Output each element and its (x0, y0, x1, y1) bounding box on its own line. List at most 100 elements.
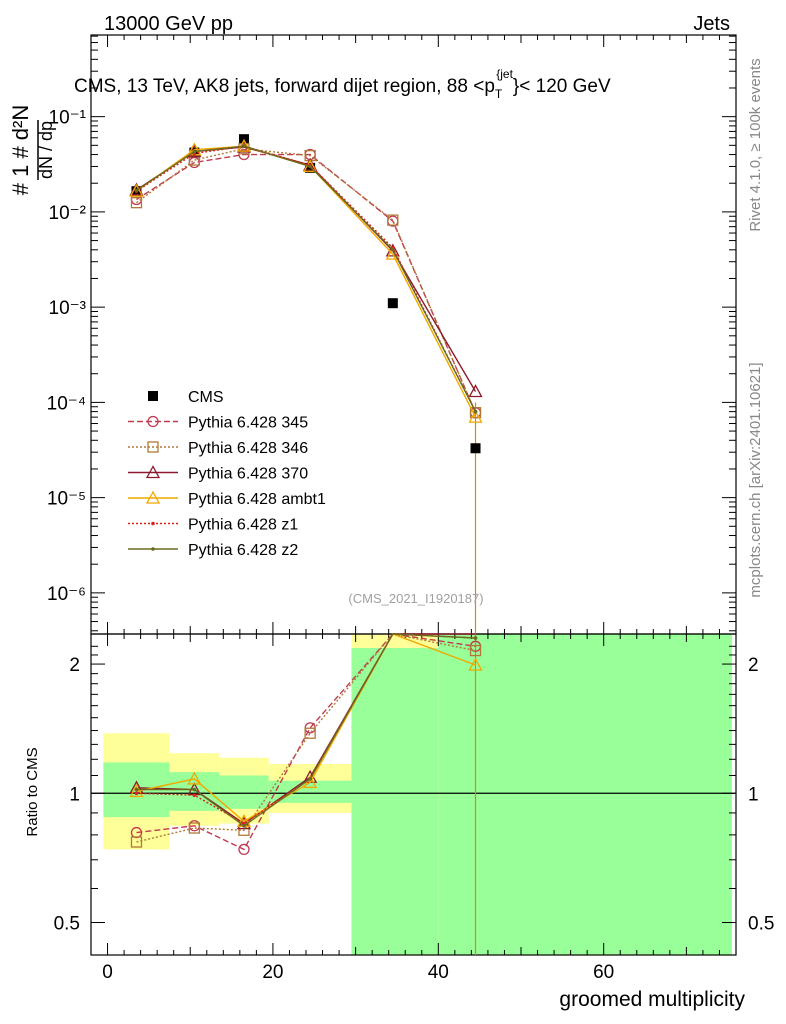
legend-item: CMS (148, 389, 224, 406)
data-point (134, 188, 139, 193)
plot-title: CMS, 13 TeV, AK8 jets, forward dijet reg… (74, 67, 611, 101)
legend-marker (147, 415, 159, 428)
legend-item: Pythia 6.428 345 (128, 415, 308, 432)
data-point (387, 298, 398, 309)
ratio-series-pythia-6-428-346 (130, 633, 482, 848)
ratio-data-point (238, 843, 250, 856)
svg-text:# 1 # d²N: # 1 # d²N (8, 105, 33, 196)
data-point (385, 246, 400, 260)
ratio-y-tick-label: 1 (748, 784, 759, 805)
series-line (136, 145, 477, 412)
data-point (468, 384, 483, 398)
uncertainty-band-green (219, 775, 269, 809)
ratio-y-axis-label: Ratio to CMS (24, 747, 41, 836)
x-tick-label: 40 (428, 962, 449, 983)
series-pythia-6-428-345 (130, 148, 482, 419)
main-ylabel: # 1 # d²N dN / dp (8, 105, 56, 196)
legend: CMS Pythia 6.428 345 Pythia 6.428 346 Pythi… (128, 389, 326, 559)
data-point (242, 144, 246, 148)
legend-label: Pythia 6.428 370 (188, 466, 308, 483)
uncertainty-band-green (351, 647, 439, 955)
ratio-data-point (129, 784, 144, 798)
data-point (470, 443, 481, 454)
ratio-data-point (130, 836, 143, 848)
ratio-series-line (136, 633, 476, 843)
ratio-data-point (473, 636, 478, 640)
ratio-y-tick-label: 0.5 (54, 913, 80, 934)
ratio-series-pythia-6-428-z2 (134, 633, 478, 828)
series-line (136, 146, 477, 392)
legend-label: Pythia 6.428 ambt1 (188, 491, 326, 508)
data-point (473, 409, 478, 414)
ratio-data-point (469, 644, 482, 657)
y-tick-label: 10⁻² (49, 203, 87, 224)
data-point (468, 409, 483, 423)
data-point (129, 183, 144, 197)
ratio-series-line (136, 633, 476, 851)
rivet-version-label: Rivet 4.1.0, ≥ 100k events (747, 58, 764, 231)
x-axis-label: groomed multiplicity (559, 988, 745, 1011)
data-point (238, 148, 250, 161)
series-cms (131, 134, 481, 454)
ratio-data-point (308, 777, 312, 781)
legend-marker (145, 490, 161, 504)
data-point (391, 248, 395, 252)
ratio-data-point (187, 771, 202, 785)
legend-item: Pythia 6.428 370 (128, 465, 308, 483)
legend-marker (151, 547, 155, 551)
uncertainty-band-green (438, 634, 732, 955)
legend-label: Pythia 6.428 z1 (188, 517, 298, 534)
legend-item: Pythia 6.428 ambt1 (128, 490, 326, 508)
series-pythia-6-428-z2 (134, 144, 478, 414)
y-tick-label: 10⁻⁴ (47, 393, 86, 414)
y-tick-label: 10⁻¹ (49, 108, 87, 129)
ratio-data-point (468, 657, 483, 671)
ratio-data-point (134, 791, 139, 796)
ratio-data-point (242, 823, 246, 828)
data-point (308, 164, 312, 169)
y-tick-label: 10⁻⁶ (47, 584, 86, 605)
ratio-y-tick-label: 2 (69, 655, 80, 676)
series-line (136, 145, 477, 418)
data-point (236, 138, 252, 152)
legend-label: Pythia 6.428 z2 (188, 542, 298, 559)
legend-marker (151, 521, 155, 526)
ratio-y-tick-label: 0.5 (748, 913, 774, 934)
series-line (136, 153, 477, 413)
ratio-data-point (192, 793, 197, 797)
legend-marker (147, 441, 159, 453)
ratio-y-tick-label: 2 (748, 655, 759, 676)
ratio-series-line (136, 633, 476, 827)
legend-label: Pythia 6.428 345 (188, 415, 308, 432)
ratio-data-point (303, 775, 318, 789)
y-tick-label: 10⁻³ (49, 298, 87, 319)
legend-item: Pythia 6.428 z2 (128, 542, 298, 559)
series-line (136, 145, 477, 412)
analysis-id: (CMS_2021_I1920187) (348, 591, 483, 606)
uncertainty-band-green (268, 780, 352, 803)
legend-item: Pythia 6.428 346 (128, 440, 308, 457)
legend-marker (145, 465, 161, 479)
legend-marker (148, 391, 158, 401)
x-tick-label: 0 (102, 962, 113, 983)
x-tick-label: 20 (262, 962, 283, 983)
series-pythia-6-428-z1 (134, 144, 478, 414)
data-point (469, 407, 482, 419)
series-pythia-6-428-ambt1 (129, 138, 483, 423)
legend-label: Pythia 6.428 346 (188, 440, 308, 457)
x-tick-label: 60 (593, 962, 614, 983)
data-point (387, 214, 399, 226)
ratio-data-point (192, 787, 197, 792)
data-point (130, 197, 143, 209)
svg-text:dN / dp: dN / dp (36, 121, 56, 179)
mcplots-label: mcplots.cern.ch [arXiv:2401.10621] (747, 362, 764, 597)
ratio-data-point (188, 822, 201, 834)
ratio-data-point (134, 787, 139, 792)
ratio-y-tick-label: 1 (69, 784, 80, 805)
header-left: 13000 GeV pp (104, 13, 233, 35)
y-tick-label: 10⁻⁵ (47, 489, 86, 510)
legend-label: CMS (188, 389, 224, 406)
series-pythia-6-428-370 (129, 139, 483, 398)
ratio-data-point (304, 727, 316, 739)
